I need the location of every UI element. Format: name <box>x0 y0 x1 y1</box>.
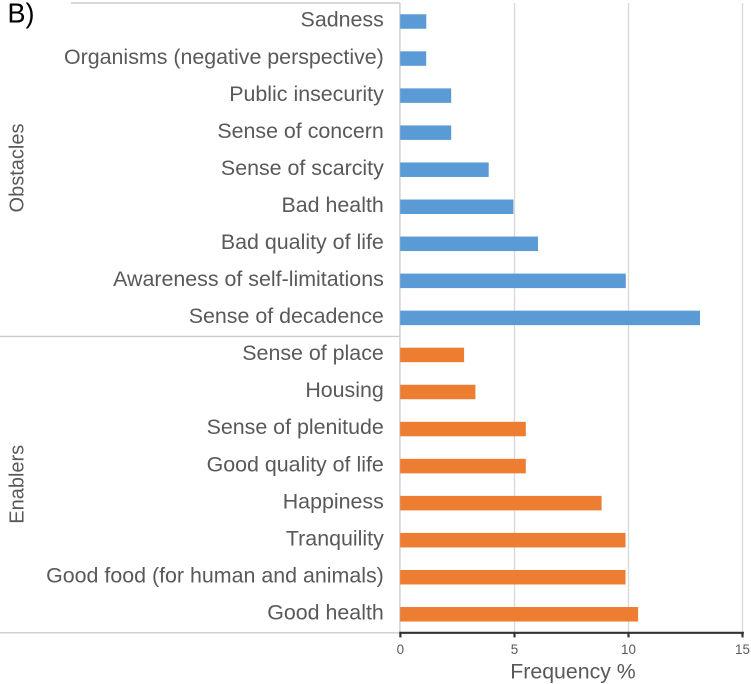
svg-text:Obstacles: Obstacles <box>7 124 29 213</box>
svg-text:Sense of concern: Sense of concern <box>217 119 383 143</box>
svg-text:Bad quality of life: Bad quality of life <box>221 230 384 254</box>
svg-text:Good quality of life: Good quality of life <box>207 452 384 476</box>
svg-text:Housing: Housing <box>305 378 383 402</box>
svg-text:Bad health: Bad health <box>282 193 384 217</box>
svg-text:Organisms (negative perspectiv: Organisms (negative perspective) <box>64 45 384 69</box>
svg-text:Happiness: Happiness <box>283 489 384 513</box>
svg-text:Sadness: Sadness <box>301 8 384 32</box>
svg-text:5: 5 <box>511 642 518 657</box>
svg-text:15: 15 <box>735 642 750 657</box>
svg-text:0: 0 <box>397 642 404 657</box>
svg-text:Tranquility: Tranquility <box>286 526 384 550</box>
svg-text:10: 10 <box>621 642 636 657</box>
svg-text:Good health: Good health <box>267 600 384 624</box>
svg-text:Enablers: Enablers <box>7 445 29 524</box>
svg-text:Public insecurity: Public insecurity <box>229 82 384 106</box>
svg-text:B): B) <box>8 0 35 29</box>
svg-text:Sense of decadence: Sense of decadence <box>189 304 384 328</box>
svg-text:Sense of place: Sense of place <box>242 341 384 365</box>
svg-text:Good food (for human and anima: Good food (for human and animals) <box>46 563 384 587</box>
svg-text:Sense of scarcity: Sense of scarcity <box>221 156 384 180</box>
svg-text:Awareness of self-limitations: Awareness of self-limitations <box>113 267 384 291</box>
svg-text:Sense of plenitude: Sense of plenitude <box>207 415 384 439</box>
svg-text:Frequency %: Frequency % <box>510 659 636 683</box>
